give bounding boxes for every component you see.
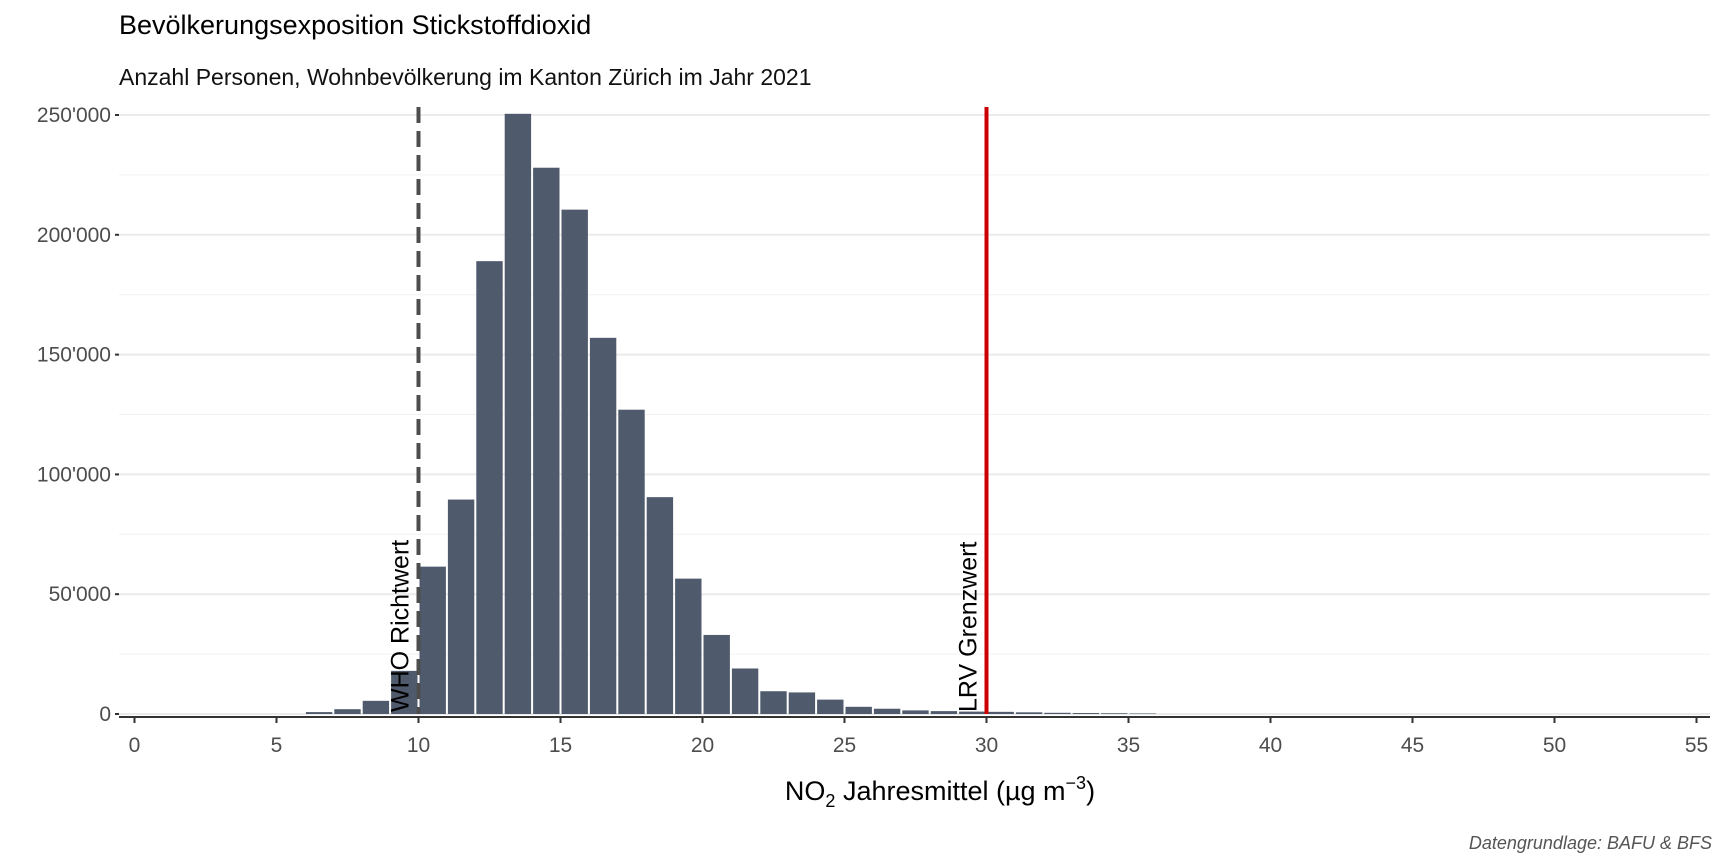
histogram-bar bbox=[930, 711, 958, 714]
x-axis-label: NO2 Jahresmittel (µg m−3) bbox=[785, 773, 1095, 811]
histogram-bar bbox=[987, 711, 1014, 714]
x-tick-label: 40 bbox=[1259, 734, 1282, 757]
histogram-bar bbox=[902, 710, 929, 714]
x-tick-label: 10 bbox=[407, 734, 430, 757]
chart-title: Bevölkerungsexposition Stickstoffdioxid bbox=[119, 10, 592, 40]
reference-line-label: WHO Richtwert bbox=[387, 540, 415, 712]
histogram-bar bbox=[1044, 712, 1071, 714]
histogram-bar bbox=[618, 409, 645, 714]
histogram-bar bbox=[1072, 713, 1100, 714]
y-tick-label: 0 bbox=[99, 703, 111, 726]
x-tick-label: 45 bbox=[1401, 734, 1424, 757]
histogram-bar bbox=[731, 668, 759, 714]
y-tick-label: 250'000 bbox=[37, 104, 111, 127]
histogram-bar bbox=[788, 692, 816, 714]
histogram-bar bbox=[476, 261, 503, 714]
histogram-bar bbox=[334, 709, 361, 714]
x-tick-label: 35 bbox=[1117, 734, 1140, 757]
x-tick-label: 30 bbox=[975, 734, 998, 757]
reference-line-label: LRV Grenzwert bbox=[955, 542, 983, 712]
histogram-bar bbox=[561, 209, 588, 714]
x-tick-label: 50 bbox=[1543, 734, 1566, 757]
y-tick-label: 150'000 bbox=[37, 344, 111, 367]
x-tick-label: 55 bbox=[1685, 734, 1708, 757]
histogram-bar bbox=[1101, 713, 1128, 714]
histogram-bar bbox=[504, 113, 532, 714]
reference-lines: WHO Richtwert LRV Grenzwert bbox=[387, 107, 989, 714]
x-tick-label: 25 bbox=[833, 734, 856, 757]
y-tick-label: 100'000 bbox=[37, 463, 111, 486]
histogram-bar bbox=[589, 337, 617, 714]
histogram-bar bbox=[362, 700, 390, 714]
histogram-bar bbox=[447, 499, 475, 714]
x-tick-label: 0 bbox=[129, 734, 141, 757]
histogram-bar bbox=[1129, 713, 1156, 715]
histogram-bar bbox=[760, 691, 787, 714]
histogram-bar bbox=[703, 634, 730, 714]
grid-layer bbox=[119, 114, 1710, 715]
histogram-bar bbox=[305, 712, 333, 714]
axes-layer: 0 50'000 100'000 150'000 200'000 250'000 0 5 10 1… bbox=[37, 104, 1710, 757]
bars-layer bbox=[305, 113, 1156, 715]
y-tick-label: 50'000 bbox=[49, 583, 111, 606]
histogram-bar bbox=[845, 706, 872, 714]
histogram-bar bbox=[873, 708, 901, 714]
x-tick-label: 5 bbox=[271, 734, 283, 757]
x-tick-label: 15 bbox=[549, 734, 572, 757]
data-source-caption: Datengrundlage: BAFU & BFS bbox=[1468, 833, 1712, 853]
histogram-bar bbox=[391, 670, 418, 714]
histogram-bar bbox=[646, 497, 674, 714]
histogram-bar bbox=[817, 699, 844, 714]
chart-subtitle: Anzahl Personen, Wohnbevölkerung im Kant… bbox=[119, 64, 812, 90]
histogram-bar bbox=[959, 711, 986, 714]
x-tick-label: 20 bbox=[691, 734, 714, 757]
y-tick-label: 200'000 bbox=[37, 224, 111, 247]
histogram-bar bbox=[419, 566, 446, 714]
histogram-bar bbox=[533, 167, 560, 714]
histogram-bar bbox=[675, 578, 702, 714]
histogram-bar bbox=[1015, 712, 1043, 714]
